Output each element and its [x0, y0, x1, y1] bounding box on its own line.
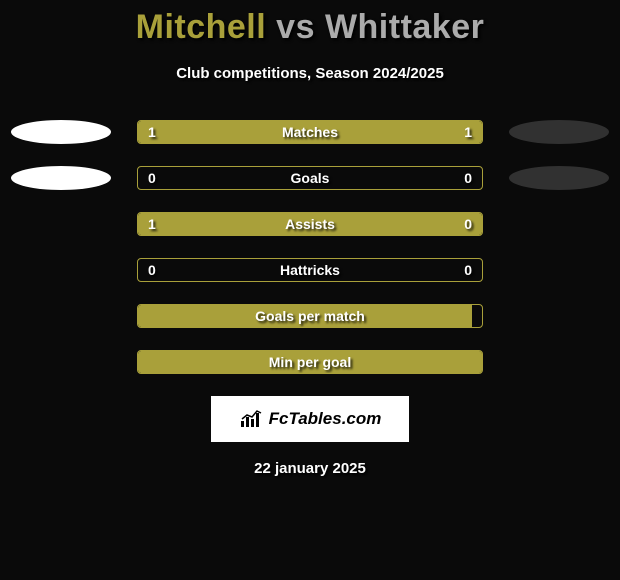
stat-label: Assists	[285, 216, 335, 232]
stat-value-right: 0	[464, 262, 472, 278]
stat-label: Matches	[282, 124, 338, 140]
stat-value-left: 1	[148, 216, 156, 232]
left-ellipse	[11, 166, 111, 190]
stat-label: Goals	[291, 170, 330, 186]
stat-row: Min per goal	[0, 350, 620, 374]
logo-box: FcTables.com	[211, 396, 409, 442]
logo-text: FcTables.com	[269, 409, 382, 429]
fctables-logo: FcTables.com	[239, 409, 382, 429]
stat-bar: Assists 1 0	[137, 212, 483, 236]
vs-separator: vs	[276, 8, 315, 46]
stat-bar: Matches 1 1	[137, 120, 483, 144]
stat-row: Goals 0 0	[0, 166, 620, 190]
stat-bar: Hattricks 0 0	[137, 258, 483, 282]
stat-row: Hattricks 0 0	[0, 258, 620, 282]
stat-label: Hattricks	[280, 262, 340, 278]
stat-value-left: 0	[148, 262, 156, 278]
stat-value-right: 1	[464, 124, 472, 140]
stat-value-right: 0	[464, 216, 472, 232]
left-ellipse	[11, 304, 111, 328]
right-ellipse	[509, 120, 609, 144]
stat-row: Goals per match	[0, 304, 620, 328]
stat-value-left: 0	[148, 170, 156, 186]
stat-value-right: 0	[464, 170, 472, 186]
right-ellipse	[509, 304, 609, 328]
player1-name: Mitchell	[136, 8, 267, 46]
stat-label: Goals per match	[255, 308, 365, 324]
comparison-title: Mitchell vs Whittaker	[0, 0, 620, 47]
chart-bars-icon	[239, 409, 265, 429]
left-ellipse	[11, 120, 111, 144]
right-ellipse	[509, 166, 609, 190]
subtitle: Club competitions, Season 2024/2025	[0, 65, 620, 82]
right-ellipse	[509, 212, 609, 236]
stat-row: Matches 1 1	[0, 120, 620, 144]
bar-left-fill	[138, 213, 396, 235]
left-ellipse	[11, 258, 111, 282]
stat-value-left: 1	[148, 124, 156, 140]
stat-bar: Min per goal	[137, 350, 483, 374]
stats-chart: Matches11Goals00Assists10Hattricks00Goal…	[0, 120, 620, 374]
stat-bar: Goals per match	[137, 304, 483, 328]
right-ellipse	[509, 350, 609, 374]
stat-label: Min per goal	[269, 354, 351, 370]
snapshot-date: 22 january 2025	[0, 460, 620, 477]
stat-row: Assists 1 0	[0, 212, 620, 236]
stat-bar: Goals 0 0	[137, 166, 483, 190]
right-ellipse	[509, 258, 609, 282]
left-ellipse	[11, 212, 111, 236]
player2-name: Whittaker	[325, 8, 484, 46]
left-ellipse	[11, 350, 111, 374]
